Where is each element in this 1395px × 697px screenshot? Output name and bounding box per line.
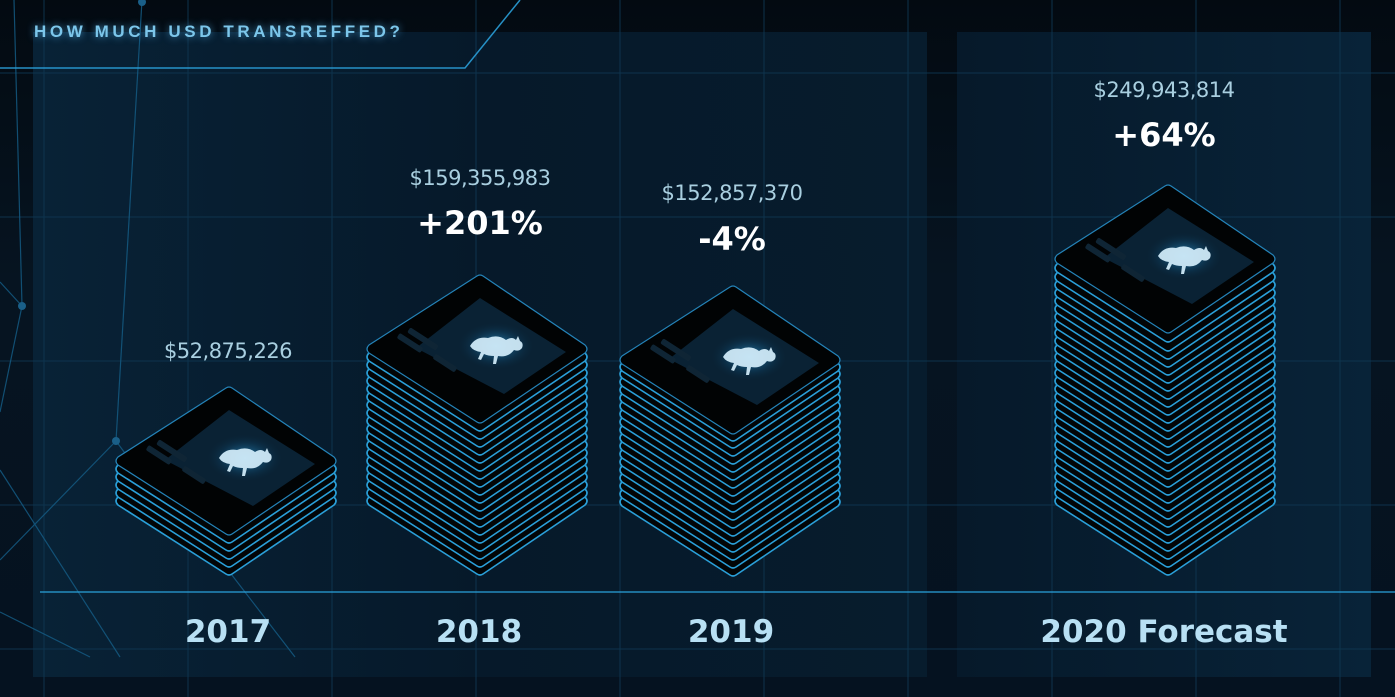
bar-2020-change: +64% <box>1112 116 1216 154</box>
bar-2019-stack <box>619 285 845 581</box>
bar-2020-forecast-stack <box>1054 184 1280 580</box>
x-label-2019: 2019 <box>687 614 775 650</box>
bar-2017-stack <box>115 386 341 580</box>
bar-2018-amount: $159,355,983 <box>409 166 551 190</box>
x-label-2020-forecast: 2020 Forecast <box>1040 614 1288 650</box>
bar-2018-stack <box>366 274 592 580</box>
bar-2020-amount: $249,943,814 <box>1093 78 1235 102</box>
bar-2017-amount: $52,875,226 <box>163 339 293 363</box>
x-label-2017: 2017 <box>184 614 272 650</box>
bar-2019-change: -4% <box>698 220 766 258</box>
bar-2019-amount: $152,857,370 <box>661 181 803 205</box>
bar-2018-change: +201% <box>417 204 543 242</box>
x-label-2018: 2018 <box>435 614 523 650</box>
chart-title: HOW MUCH USD TRANSREFFED? <box>34 22 404 41</box>
